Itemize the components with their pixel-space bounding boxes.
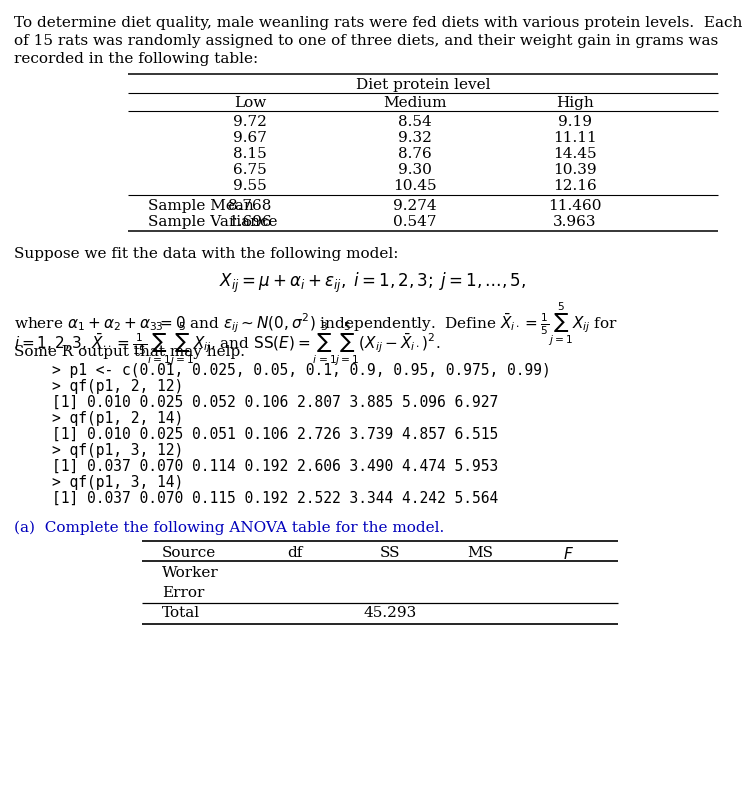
Text: 10.45: 10.45 [393,179,437,193]
Text: Sample Mean: Sample Mean [148,199,254,213]
Text: 6.75: 6.75 [233,163,267,177]
Text: SS: SS [380,546,400,560]
Text: where $\alpha_1 + \alpha_2 + \alpha_3 = 0$ and $\varepsilon_{ij} \sim N(0, \sigm: where $\alpha_1 + \alpha_2 + \alpha_3 = … [14,301,618,349]
Text: 11.11: 11.11 [553,131,597,145]
Text: > qf(p1, 3, 14): > qf(p1, 3, 14) [52,475,183,490]
Text: 8.15: 8.15 [233,147,267,161]
Text: Error: Error [162,586,204,600]
Text: 9.32: 9.32 [398,131,432,145]
Text: 45.293: 45.293 [364,606,416,620]
Text: Suppose we fit the data with the following model:: Suppose we fit the data with the followi… [14,247,399,261]
Text: 9.67: 9.67 [233,131,267,145]
Text: [1] 0.010 0.025 0.052 0.106 2.807 3.885 5.096 6.927: [1] 0.010 0.025 0.052 0.106 2.807 3.885 … [52,395,498,410]
Text: 8.768: 8.768 [228,199,272,213]
Text: 9.30: 9.30 [398,163,432,177]
Text: $F$: $F$ [562,546,574,562]
Text: $i = 1, 2, 3$, $\bar{X}_{\cdot\cdot} = \frac{1}{15}\sum_{i=1}^{3}\sum_{j=1}^{5} : $i = 1, 2, 3$, $\bar{X}_{\cdot\cdot} = \… [14,321,440,368]
Text: Some R output that may help.: Some R output that may help. [14,345,245,359]
Text: Diet protein level: Diet protein level [356,78,490,92]
Text: > qf(p1, 2, 14): > qf(p1, 2, 14) [52,411,183,426]
Text: 8.54: 8.54 [398,115,432,129]
Text: df: df [288,546,302,560]
Text: 3.963: 3.963 [554,215,597,229]
Text: Low: Low [234,96,266,110]
Text: MS: MS [467,546,493,560]
Text: $X_{ij} = \mu + \alpha_i + \varepsilon_{ij},\; i = 1, 2, 3;\; j = 1, \ldots, 5,$: $X_{ij} = \mu + \alpha_i + \varepsilon_{… [219,271,526,295]
Text: 12.16: 12.16 [553,179,597,193]
Text: recorded in the following table:: recorded in the following table: [14,52,259,66]
Text: 9.19: 9.19 [558,115,592,129]
Text: [1] 0.010 0.025 0.051 0.106 2.726 3.739 4.857 6.515: [1] 0.010 0.025 0.051 0.106 2.726 3.739 … [52,427,498,442]
Text: To determine diet quality, male weanling rats were fed diets with various protei: To determine diet quality, male weanling… [14,16,742,30]
Text: Source: Source [162,546,216,560]
Text: > qf(p1, 2, 12): > qf(p1, 2, 12) [52,379,183,394]
Text: 1.696: 1.696 [228,215,272,229]
Text: > qf(p1, 3, 12): > qf(p1, 3, 12) [52,443,183,458]
Text: 9.72: 9.72 [233,115,267,129]
Text: [1] 0.037 0.070 0.115 0.192 2.522 3.344 4.242 5.564: [1] 0.037 0.070 0.115 0.192 2.522 3.344 … [52,491,498,506]
Text: 10.39: 10.39 [554,163,597,177]
Text: Sample Variance: Sample Variance [148,215,277,229]
Text: [1] 0.037 0.070 0.114 0.192 2.606 3.490 4.474 5.953: [1] 0.037 0.070 0.114 0.192 2.606 3.490 … [52,459,498,474]
Text: 0.547: 0.547 [393,215,437,229]
Text: 11.460: 11.460 [548,199,602,213]
Text: (a)  Complete the following ANOVA table for the model.: (a) Complete the following ANOVA table f… [14,521,444,535]
Text: 14.45: 14.45 [554,147,597,161]
Text: 9.274: 9.274 [393,199,437,213]
Text: Worker: Worker [162,566,219,580]
Text: 8.76: 8.76 [398,147,432,161]
Text: 9.55: 9.55 [233,179,267,193]
Text: Medium: Medium [383,96,447,110]
Text: of 15 rats was randomly assigned to one of three diets, and their weight gain in: of 15 rats was randomly assigned to one … [14,34,718,48]
Text: > p1 <- c(0.01, 0.025, 0.05, 0.1, 0.9, 0.95, 0.975, 0.99): > p1 <- c(0.01, 0.025, 0.05, 0.1, 0.9, 0… [52,363,551,378]
Text: Total: Total [162,606,200,620]
Text: High: High [556,96,594,110]
